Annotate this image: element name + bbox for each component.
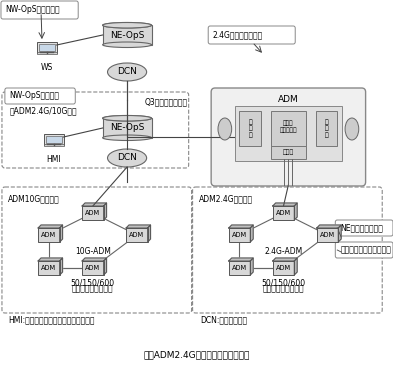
FancyBboxPatch shape — [5, 88, 75, 104]
FancyBboxPatch shape — [228, 228, 250, 242]
Polygon shape — [272, 203, 296, 206]
Polygon shape — [59, 258, 63, 275]
Text: ADM: ADM — [41, 232, 56, 238]
Polygon shape — [103, 258, 106, 275]
Text: 高
速
部: 高 速 部 — [324, 119, 328, 138]
Ellipse shape — [102, 42, 151, 48]
FancyBboxPatch shape — [208, 26, 294, 44]
Polygon shape — [59, 225, 63, 242]
Text: ADM: ADM — [319, 232, 334, 238]
FancyBboxPatch shape — [82, 206, 103, 220]
Text: 2.4G管理機能の追加: 2.4G管理機能の追加 — [212, 30, 262, 40]
Text: 高
速
部: 高 速 部 — [248, 119, 251, 138]
Polygon shape — [126, 225, 150, 228]
Text: ADM: ADM — [231, 265, 247, 271]
Polygon shape — [82, 203, 106, 206]
Polygon shape — [250, 258, 253, 275]
Ellipse shape — [102, 22, 151, 28]
FancyBboxPatch shape — [272, 206, 294, 220]
Text: NE-OpS: NE-OpS — [109, 30, 144, 40]
Text: 50/150/600: 50/150/600 — [71, 278, 115, 287]
Text: ADM: ADM — [41, 265, 56, 271]
Text: DCN: DCN — [117, 153, 137, 163]
Ellipse shape — [102, 22, 151, 28]
Text: DCN: DCN — [117, 67, 137, 76]
Text: ADM10Gシステム: ADM10Gシステム — [8, 194, 59, 203]
Text: ADM2.4Gシステム: ADM2.4Gシステム — [198, 194, 252, 203]
Text: 低速部: 低速部 — [282, 150, 293, 155]
Ellipse shape — [102, 116, 151, 121]
Polygon shape — [294, 258, 296, 275]
Text: HMI: HMI — [47, 155, 61, 164]
Text: NE-OpS: NE-OpS — [109, 123, 144, 132]
Text: NW-OpSの共通化: NW-OpSの共通化 — [9, 92, 59, 101]
Ellipse shape — [217, 118, 231, 140]
Text: DCN:データ転送網: DCN:データ転送網 — [200, 315, 247, 324]
FancyBboxPatch shape — [1, 1, 78, 19]
FancyBboxPatch shape — [37, 42, 57, 53]
Text: ADM: ADM — [231, 232, 247, 238]
Polygon shape — [82, 258, 106, 261]
FancyBboxPatch shape — [102, 25, 151, 45]
FancyBboxPatch shape — [46, 136, 61, 143]
Text: HMI:ヒューマンマシンインタフェース: HMI:ヒューマンマシンインタフェース — [8, 315, 94, 324]
FancyBboxPatch shape — [316, 228, 337, 242]
Polygon shape — [103, 203, 106, 220]
FancyBboxPatch shape — [334, 220, 392, 236]
FancyBboxPatch shape — [44, 145, 63, 146]
Polygon shape — [250, 225, 253, 242]
Polygon shape — [38, 225, 63, 228]
Ellipse shape — [344, 118, 358, 140]
Text: NW-OpS機能の流用: NW-OpS機能の流用 — [5, 5, 60, 15]
Text: 低速パッケージの共通化: 低速パッケージの共通化 — [339, 246, 390, 254]
FancyBboxPatch shape — [39, 44, 55, 51]
Text: 10G-ADM: 10G-ADM — [75, 247, 111, 257]
Text: クロス
コネクト部: クロス コネクト部 — [279, 120, 296, 132]
Polygon shape — [228, 258, 253, 261]
Text: ADM: ADM — [275, 210, 290, 216]
Text: NE基本機能の流用: NE基本機能の流用 — [339, 224, 382, 232]
Polygon shape — [147, 225, 150, 242]
Polygon shape — [316, 225, 340, 228]
Ellipse shape — [107, 63, 146, 81]
Text: メガインタフェース: メガインタフェース — [72, 284, 113, 293]
Polygon shape — [228, 225, 253, 228]
Text: 図　ADM2.4Gリングシステムの構成: 図 ADM2.4Gリングシステムの構成 — [143, 351, 249, 359]
Text: 2.4G-ADM: 2.4G-ADM — [264, 247, 302, 257]
Ellipse shape — [107, 149, 146, 167]
Ellipse shape — [102, 135, 151, 141]
FancyBboxPatch shape — [38, 228, 59, 242]
FancyBboxPatch shape — [44, 134, 63, 145]
Text: Q3インタフェース: Q3インタフェース — [144, 97, 187, 107]
FancyBboxPatch shape — [270, 111, 305, 146]
Ellipse shape — [102, 116, 151, 121]
FancyBboxPatch shape — [239, 111, 260, 146]
Text: ADM: ADM — [275, 265, 290, 271]
FancyBboxPatch shape — [234, 106, 341, 161]
FancyBboxPatch shape — [37, 52, 57, 54]
FancyBboxPatch shape — [315, 111, 336, 146]
Polygon shape — [272, 258, 296, 261]
FancyBboxPatch shape — [126, 228, 147, 242]
FancyBboxPatch shape — [102, 118, 151, 138]
Text: WS: WS — [41, 63, 53, 72]
Polygon shape — [38, 258, 63, 261]
FancyBboxPatch shape — [82, 261, 103, 275]
FancyBboxPatch shape — [228, 261, 250, 275]
Text: ADM: ADM — [129, 232, 144, 238]
Text: ADM: ADM — [85, 265, 100, 271]
Polygon shape — [337, 225, 340, 242]
FancyBboxPatch shape — [272, 261, 294, 275]
FancyBboxPatch shape — [38, 261, 59, 275]
Text: ・ADM2.4G/10G共用: ・ADM2.4G/10G共用 — [10, 106, 77, 115]
Text: 50/150/600: 50/150/600 — [261, 278, 305, 287]
FancyBboxPatch shape — [334, 242, 392, 258]
Text: ADM: ADM — [85, 210, 100, 216]
Polygon shape — [294, 203, 296, 220]
FancyBboxPatch shape — [211, 88, 365, 186]
Text: ADM: ADM — [277, 96, 298, 105]
FancyBboxPatch shape — [270, 146, 305, 159]
Text: メガインタフェース: メガインタフェース — [262, 284, 304, 293]
